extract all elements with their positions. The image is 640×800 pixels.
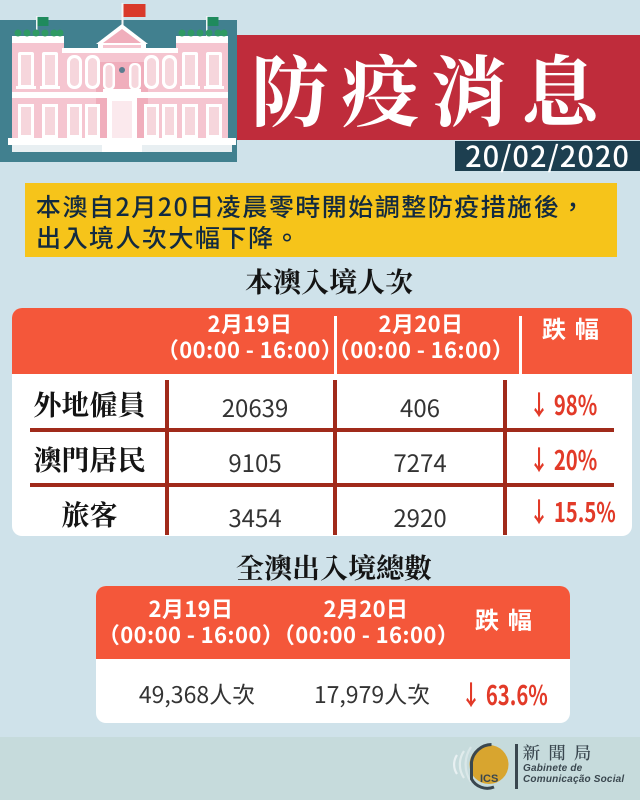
svg-text:ICS: ICS <box>480 773 498 785</box>
